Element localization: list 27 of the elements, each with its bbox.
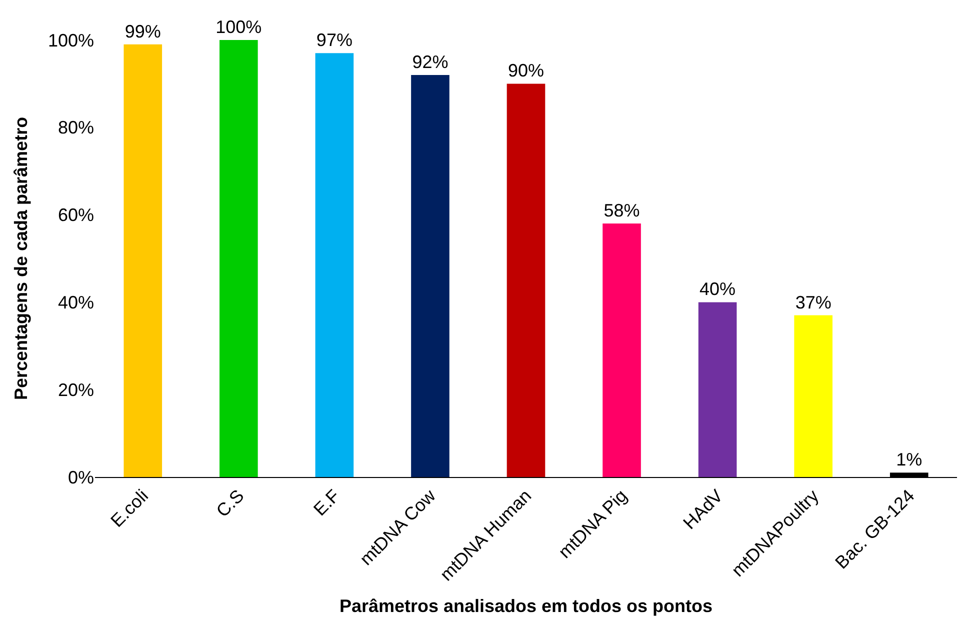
bar [794,315,832,477]
y-tick-label: 20% [58,380,94,400]
y-tick-label: 60% [58,205,94,226]
y-axis-title: Percentagens de cada parâmetro [11,116,32,400]
bar [698,302,737,477]
data-label: 90% [508,60,544,81]
y-tick-label: 80% [58,118,94,138]
bar [220,40,258,477]
data-label: 97% [316,30,352,50]
data-label: 100% [216,17,262,37]
bar [506,84,546,477]
bar [411,74,450,477]
bar [602,224,641,477]
data-label: 99% [124,21,161,42]
y-tick-label: 100% [48,30,94,50]
data-label: 40% [700,279,736,300]
bar [124,44,162,477]
data-label: 37% [795,292,832,312]
data-label: 1% [896,450,922,470]
x-tick-label: E.F [310,486,344,520]
y-tick-label: 40% [58,292,94,312]
x-axis-title: Parâmetros analisados em todos os pontos [339,596,713,616]
data-label: 92% [412,52,448,72]
y-tick-label: 0% [68,467,94,488]
x-tick-label: C.S [212,486,248,522]
data-label: 58% [604,200,640,221]
bar [315,53,354,477]
